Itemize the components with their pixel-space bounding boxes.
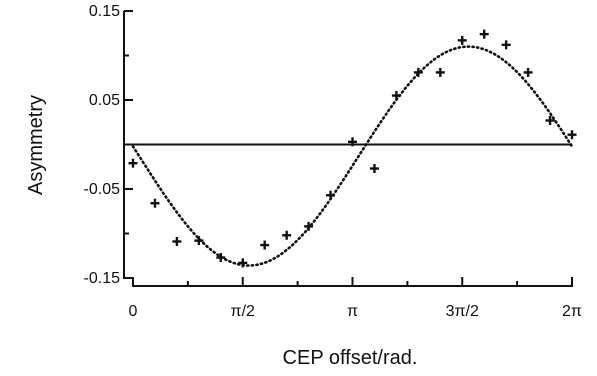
- y-axis-title: Asymmetry: [25, 95, 47, 195]
- data-point: [501, 40, 511, 50]
- data-point: [194, 236, 204, 246]
- data-point: [238, 258, 248, 268]
- data-points-layer: [128, 29, 577, 268]
- x-tick-label: 3π/2: [446, 303, 479, 320]
- data-point: [216, 253, 226, 263]
- tick-labels-layer: 0.15 0.05 -0.05 -0.15 0 π/2 π 3π/2 2π: [84, 3, 582, 320]
- data-point: [260, 240, 270, 250]
- axes: [123, 10, 573, 287]
- data-point: [348, 137, 357, 147]
- fit-curve: [131, 45, 574, 267]
- data-point: [567, 130, 577, 140]
- fit-curve-layer: [131, 45, 574, 267]
- x-tick-label: π/2: [231, 303, 255, 320]
- x-tick-label: 2π: [562, 303, 582, 320]
- y-tick-label: 0.05: [89, 92, 120, 109]
- data-point: [282, 230, 292, 240]
- data-point: [391, 91, 401, 101]
- data-point: [545, 115, 555, 125]
- y-tick-label: 0.15: [89, 3, 120, 20]
- y-tick-label: -0.15: [84, 270, 121, 287]
- data-point: [150, 198, 160, 208]
- data-point: [523, 67, 533, 77]
- data-point: [413, 67, 423, 77]
- x-axis-title: CEP offset/rad.: [283, 347, 418, 369]
- data-point: [479, 29, 489, 39]
- data-point: [457, 35, 467, 45]
- y-tick-label: -0.05: [84, 181, 121, 198]
- x-tick-label: π: [347, 303, 358, 320]
- x-tick-label: 0: [129, 303, 138, 320]
- data-point: [172, 237, 182, 247]
- data-point: [435, 67, 445, 77]
- data-point: [369, 164, 379, 174]
- data-point: [304, 221, 314, 231]
- data-point: [326, 190, 336, 200]
- data-point: [128, 158, 138, 168]
